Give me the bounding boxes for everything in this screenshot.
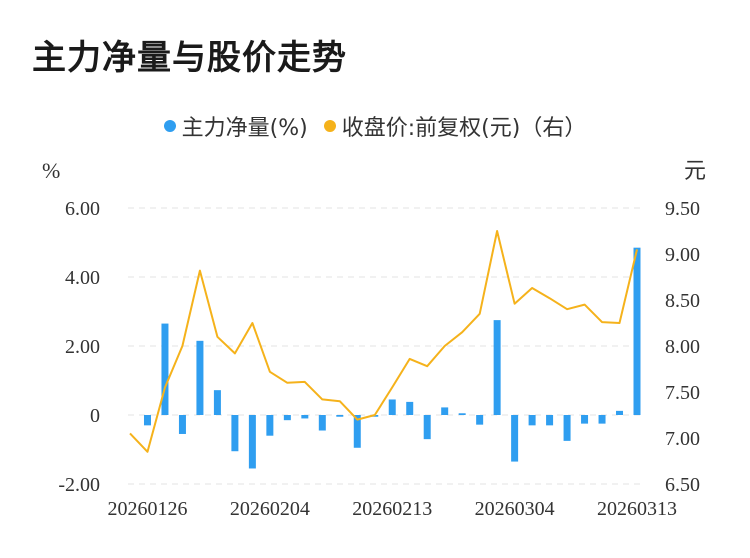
bar [493,320,501,415]
bar [353,415,361,448]
right-tick-label: 8.50 [665,290,700,312]
left-tick-label: 4.00 [65,267,100,289]
bar [616,410,624,415]
bar [598,415,606,424]
bar [283,415,291,421]
left-axis-label: % [42,158,60,183]
bar [458,413,466,415]
bar [476,415,484,425]
bar [143,415,151,426]
legend-label-net-volume: 主力净量(%) [181,116,308,141]
left-tick-label: 2.00 [65,336,100,358]
x-tick-label: 20260126 [107,498,187,520]
bar [528,415,536,426]
legend-item-net-volume[interactable]: 主力净量(%) [163,110,308,142]
price-line [129,230,638,453]
bar [336,415,344,417]
bar [511,415,519,462]
bar [546,415,554,426]
chart-title: 主力净量与股价走势 [32,38,347,78]
x-tick-label: 20260304 [475,498,555,520]
right-axis-ticks: 9.50 9.00 8.50 8.00 7.50 7.00 6.50 [665,198,700,496]
bar [248,415,256,469]
legend: 主力净量(%) 收盘价:前复权(元)（右） [0,110,750,142]
bar [178,415,186,434]
left-tick-label: 6.00 [65,198,100,220]
right-axis-label: 元 [684,159,706,184]
legend-dot-net-volume [163,120,176,132]
legend-label-close-price: 收盘价:前复权(元)（右） [341,116,587,141]
bar [406,401,414,415]
bar [563,415,571,441]
right-tick-label: 9.50 [665,198,700,220]
right-tick-label: 7.50 [665,382,700,404]
x-tick-label: 20260313 [597,498,677,520]
bar-series [143,247,641,469]
x-tick-label: 20260213 [352,498,432,520]
right-tick-label: 7.00 [665,428,700,450]
left-tick-label: -2.00 [58,474,100,496]
right-tick-label: 6.50 [665,474,700,496]
bar [266,415,274,436]
left-tick-label: 0 [90,405,100,427]
bar [441,407,449,415]
right-tick-label: 9.00 [665,244,700,266]
line-series [129,230,638,453]
bar [231,415,239,452]
bar [301,415,309,419]
x-tick-label: 20260204 [230,498,310,520]
legend-dot-close-price [323,120,336,132]
bar [581,415,589,424]
bar [388,399,396,415]
bar [161,323,169,415]
bar [213,390,221,415]
legend-item-close-price[interactable]: 收盘价:前复权(元)（右） [323,110,587,142]
bar [633,247,641,415]
left-axis-ticks: 6.00 4.00 2.00 0 -2.00 [58,198,100,496]
grid-lines [128,207,640,485]
bar [318,415,326,431]
bar [196,340,204,415]
bar [423,415,431,440]
x-axis-ticks: 20260126 20260204 20260213 20260304 20260313 [107,498,677,520]
right-tick-label: 8.00 [665,336,700,358]
